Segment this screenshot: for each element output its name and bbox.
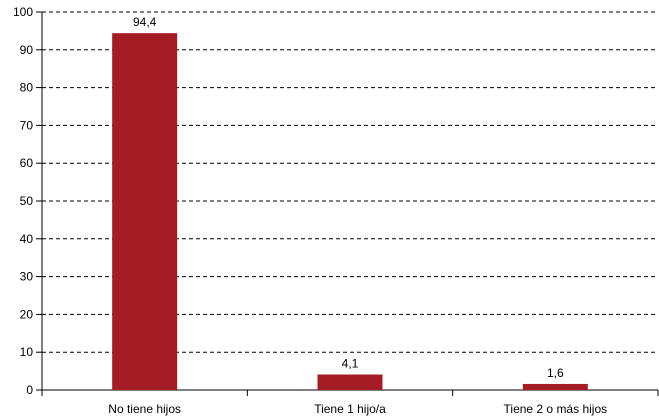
bars xyxy=(112,33,588,390)
x-axis: No tiene hijos Tiene 1 hijo/a Tiene 2 o má… xyxy=(41,389,659,416)
x-tick-label: No tiene hijos xyxy=(108,402,181,416)
data-label: 4,1 xyxy=(342,357,359,371)
bar xyxy=(317,374,383,390)
y-axis: 0 10 20 30 40 50 60 70 80 90 100 xyxy=(13,5,43,397)
gridlines xyxy=(42,11,658,353)
data-labels: 94,4 4,1 1,6 xyxy=(133,15,564,380)
data-label: 1,6 xyxy=(547,366,564,380)
y-tick-label: 100 xyxy=(13,5,33,19)
y-tick-label: 80 xyxy=(20,81,34,95)
y-tick-label: 0 xyxy=(26,383,33,397)
y-tick-label: 10 xyxy=(20,345,34,359)
y-tick-label: 40 xyxy=(20,232,34,246)
y-tick-label: 20 xyxy=(20,307,34,321)
bar xyxy=(112,33,178,390)
x-tick-label: Tiene 2 o más hijos xyxy=(504,402,608,416)
y-tick-label: 90 xyxy=(20,43,34,57)
bar xyxy=(522,383,588,390)
data-label: 94,4 xyxy=(133,15,157,29)
y-tick-label: 30 xyxy=(20,270,34,284)
y-tick-label: 50 xyxy=(20,194,34,208)
y-tick-label: 70 xyxy=(20,118,34,132)
y-tick-label: 60 xyxy=(20,156,34,170)
x-tick-label: Tiene 1 hijo/a xyxy=(314,402,386,416)
